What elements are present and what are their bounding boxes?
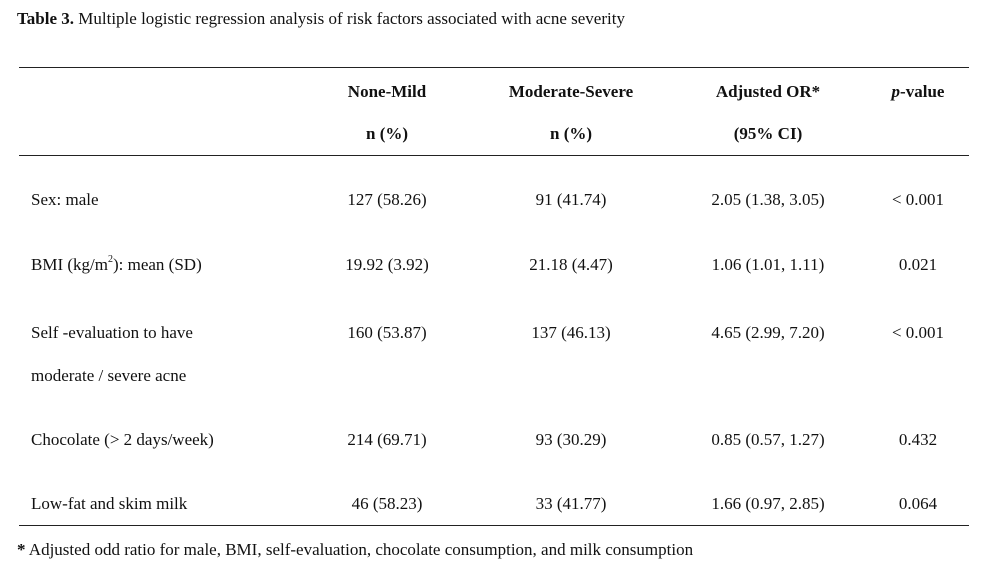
cell-none-mild: 127 (58.26) xyxy=(347,190,427,209)
cell-moderate-severe: 93 (30.29) xyxy=(535,430,607,449)
col-header-moderate-severe: Moderate-Severe xyxy=(508,82,634,101)
cell-moderate-severe: 137 (46.13) xyxy=(531,323,611,342)
cell-p-value: 0.021 xyxy=(898,255,938,274)
p-italic: p xyxy=(891,82,901,101)
bmi-superscript: 2 xyxy=(107,254,113,265)
cell-none-mild: 46 (58.23) xyxy=(351,494,423,513)
col-header-none-mild: None-Mild xyxy=(347,82,427,101)
top-rule xyxy=(19,67,969,68)
row-label-sex: Sex: male xyxy=(31,190,99,209)
cell-p-value: 0.432 xyxy=(898,430,938,449)
cell-adjusted-or: 4.65 (2.99, 7.20) xyxy=(711,323,825,342)
col-header-ci: (95% CI) xyxy=(733,124,803,143)
cell-none-mild: 214 (69.71) xyxy=(347,430,427,449)
row-label-chocolate: Chocolate (> 2 days/week) xyxy=(31,430,214,449)
bmi-label-pre: BMI (kg/m xyxy=(31,255,108,274)
cell-none-mild: 19.92 (3.92) xyxy=(345,255,429,274)
col-header-moderate-severe-unit: n (%) xyxy=(549,124,593,143)
cell-none-mild: 160 (53.87) xyxy=(347,323,427,342)
p-value-rest: -value xyxy=(900,82,945,101)
col-header-none-mild-unit: n (%) xyxy=(365,124,409,143)
cell-adjusted-or: 1.06 (1.01, 1.11) xyxy=(711,255,825,274)
footnote-text: Adjusted odd ratio for male, BMI, self-e… xyxy=(25,540,694,559)
bmi-label-post: ): mean (SD) xyxy=(112,255,202,274)
cell-adjusted-or: 2.05 (1.38, 3.05) xyxy=(711,190,825,209)
cell-moderate-severe: 91 (41.74) xyxy=(535,190,607,209)
col-header-adjusted-or: Adjusted OR* xyxy=(715,82,821,101)
table-footnote: * Adjusted odd ratio for male, BMI, self… xyxy=(17,540,693,560)
row-label-milk: Low-fat and skim milk xyxy=(31,494,188,513)
cell-p-value: < 0.001 xyxy=(891,323,945,342)
table-caption: Table 3. Multiple logistic regression an… xyxy=(17,9,625,29)
row-label-self-evaluation-line2: moderate / severe acne xyxy=(31,366,187,385)
cell-adjusted-or: 0.85 (0.57, 1.27) xyxy=(711,430,825,449)
table-title: Multiple logistic regression analysis of… xyxy=(74,9,625,28)
bottom-rule xyxy=(19,525,969,526)
cell-p-value: < 0.001 xyxy=(891,190,945,209)
cell-moderate-severe: 33 (41.77) xyxy=(535,494,607,513)
cell-adjusted-or: 1.66 (0.97, 2.85) xyxy=(711,494,825,513)
col-header-p-value: p-value xyxy=(892,82,945,102)
table-number: Table 3. xyxy=(17,9,75,28)
row-label-bmi: BMI (kg/m2): mean (SD) xyxy=(31,255,202,275)
footnote-marker: * xyxy=(17,540,26,559)
row-label-self-evaluation: Self -evaluation to have xyxy=(31,323,193,342)
cell-moderate-severe: 21.18 (4.47) xyxy=(529,255,613,274)
header-rule xyxy=(19,155,969,156)
cell-p-value: 0.064 xyxy=(898,494,938,513)
